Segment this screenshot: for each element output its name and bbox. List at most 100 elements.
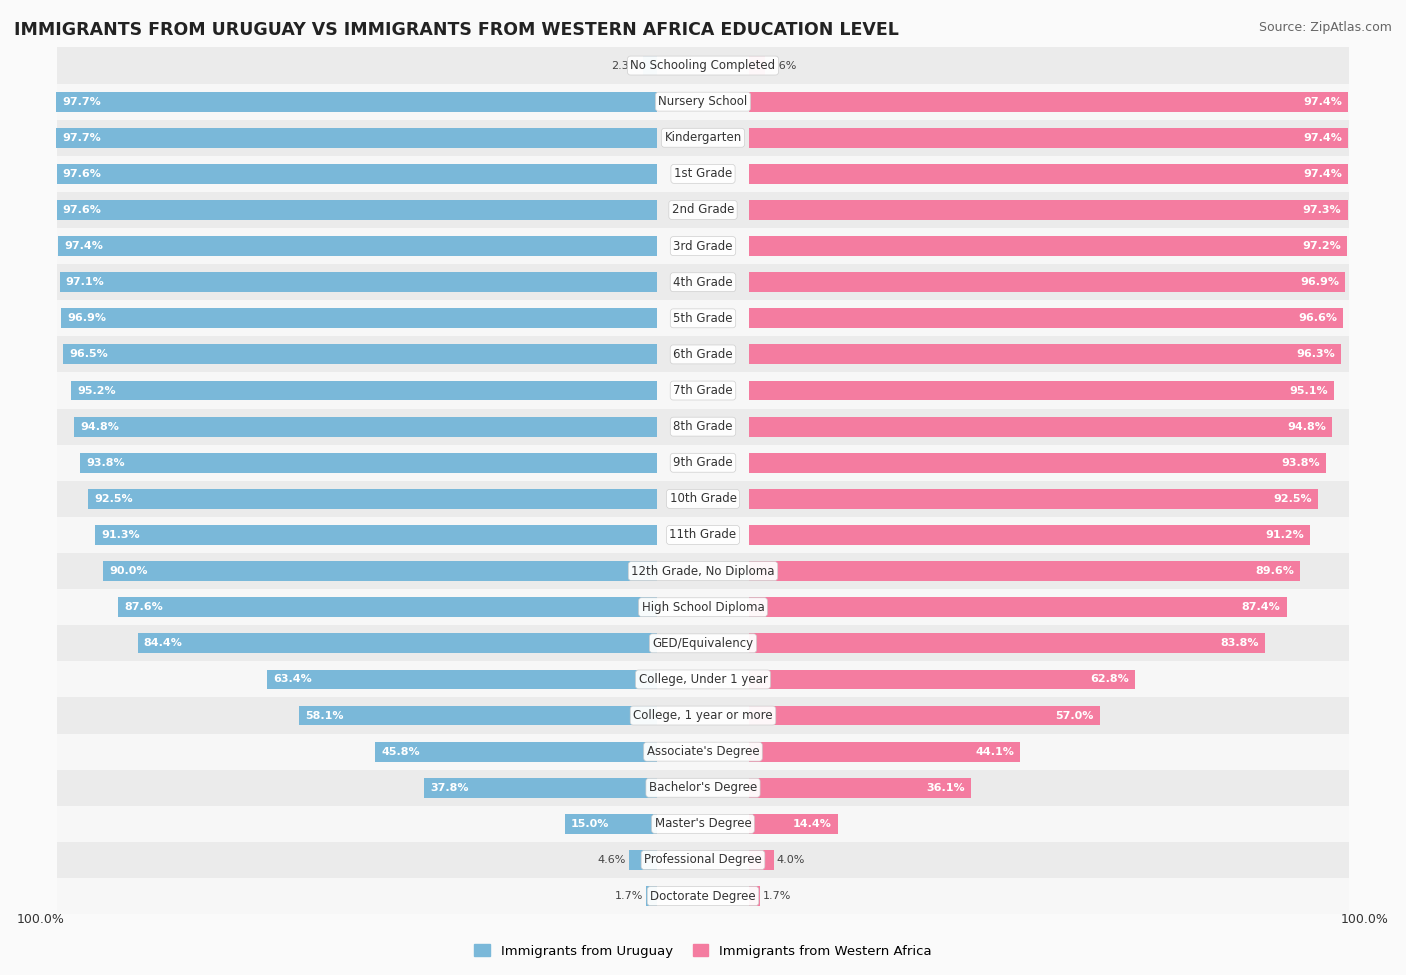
Bar: [643, 56, 657, 75]
Text: 62.8%: 62.8%: [1091, 675, 1129, 684]
Text: 91.3%: 91.3%: [101, 530, 141, 540]
Text: 94.8%: 94.8%: [80, 421, 118, 432]
Bar: [425, 778, 657, 798]
Text: 96.3%: 96.3%: [1296, 349, 1336, 360]
Bar: [58, 878, 1348, 915]
Text: Nursery School: Nursery School: [658, 96, 748, 108]
Bar: [60, 308, 657, 329]
Bar: [58, 517, 1348, 553]
Bar: [749, 416, 1333, 437]
Bar: [749, 634, 1264, 653]
Bar: [749, 706, 1099, 725]
Text: 2nd Grade: 2nd Grade: [672, 204, 734, 216]
Bar: [118, 598, 657, 617]
Text: 4.0%: 4.0%: [778, 855, 806, 865]
Bar: [749, 850, 773, 870]
Bar: [138, 634, 657, 653]
Text: 1.7%: 1.7%: [762, 891, 792, 901]
Text: 97.1%: 97.1%: [66, 277, 104, 288]
Text: 58.1%: 58.1%: [305, 711, 344, 721]
Legend: Immigrants from Uruguay, Immigrants from Western Africa: Immigrants from Uruguay, Immigrants from…: [470, 939, 936, 963]
Text: 97.6%: 97.6%: [63, 205, 101, 214]
Bar: [58, 300, 1348, 336]
Text: 97.7%: 97.7%: [62, 133, 101, 142]
Bar: [267, 670, 657, 689]
Text: College, 1 year or more: College, 1 year or more: [633, 709, 773, 722]
Text: 84.4%: 84.4%: [143, 639, 183, 648]
Bar: [72, 380, 657, 401]
Text: 94.8%: 94.8%: [1288, 421, 1326, 432]
Text: 95.2%: 95.2%: [77, 385, 117, 396]
Bar: [58, 192, 1348, 228]
Text: High School Diploma: High School Diploma: [641, 601, 765, 613]
Bar: [58, 481, 1348, 517]
Text: 97.4%: 97.4%: [1303, 133, 1343, 142]
Bar: [63, 344, 657, 365]
Bar: [58, 264, 1348, 300]
Bar: [749, 452, 1326, 473]
Text: 89.6%: 89.6%: [1256, 566, 1294, 576]
Bar: [647, 886, 657, 906]
Text: 95.1%: 95.1%: [1289, 385, 1329, 396]
Bar: [58, 409, 1348, 445]
Bar: [749, 272, 1346, 292]
Text: 1.7%: 1.7%: [614, 891, 644, 901]
Bar: [749, 778, 972, 798]
Bar: [58, 589, 1348, 625]
Text: 45.8%: 45.8%: [381, 747, 420, 757]
Bar: [565, 814, 657, 834]
Bar: [58, 697, 1348, 733]
Bar: [58, 228, 1348, 264]
Bar: [749, 814, 838, 834]
Bar: [299, 706, 657, 725]
Bar: [58, 661, 1348, 697]
Bar: [58, 842, 1348, 878]
Text: 92.5%: 92.5%: [94, 494, 132, 504]
Text: 83.8%: 83.8%: [1220, 639, 1258, 648]
Bar: [749, 742, 1021, 761]
Text: Bachelor's Degree: Bachelor's Degree: [650, 781, 756, 795]
Text: 4th Grade: 4th Grade: [673, 276, 733, 289]
Text: 96.9%: 96.9%: [67, 313, 105, 324]
Bar: [749, 92, 1348, 111]
Text: 15.0%: 15.0%: [571, 819, 609, 829]
Text: 12th Grade, No Diploma: 12th Grade, No Diploma: [631, 565, 775, 577]
Bar: [58, 625, 1348, 661]
Text: IMMIGRANTS FROM URUGUAY VS IMMIGRANTS FROM WESTERN AFRICA EDUCATION LEVEL: IMMIGRANTS FROM URUGUAY VS IMMIGRANTS FR…: [14, 21, 898, 39]
Bar: [80, 452, 657, 473]
Bar: [58, 769, 1348, 805]
Bar: [749, 670, 1136, 689]
Bar: [58, 805, 1348, 842]
Text: 96.9%: 96.9%: [1301, 277, 1339, 288]
Text: 2.3%: 2.3%: [612, 60, 640, 70]
Text: 37.8%: 37.8%: [430, 783, 470, 793]
Text: Associate's Degree: Associate's Degree: [647, 745, 759, 759]
Text: 100.0%: 100.0%: [1341, 913, 1389, 926]
Text: 11th Grade: 11th Grade: [669, 528, 737, 541]
Bar: [749, 128, 1348, 147]
Text: College, Under 1 year: College, Under 1 year: [638, 673, 768, 686]
Bar: [58, 372, 1348, 409]
Text: Source: ZipAtlas.com: Source: ZipAtlas.com: [1258, 21, 1392, 34]
Bar: [749, 344, 1341, 365]
Bar: [749, 598, 1286, 617]
Text: 57.0%: 57.0%: [1056, 711, 1094, 721]
Text: 1st Grade: 1st Grade: [673, 168, 733, 180]
Text: 9th Grade: 9th Grade: [673, 456, 733, 469]
Bar: [58, 733, 1348, 769]
Bar: [56, 128, 657, 147]
Bar: [58, 445, 1348, 481]
Text: 97.4%: 97.4%: [1303, 169, 1343, 178]
Bar: [58, 156, 1348, 192]
Text: 93.8%: 93.8%: [86, 458, 125, 468]
Text: 97.6%: 97.6%: [63, 169, 101, 178]
Text: 36.1%: 36.1%: [927, 783, 965, 793]
Text: 96.5%: 96.5%: [69, 349, 108, 360]
Text: 92.5%: 92.5%: [1274, 494, 1312, 504]
Text: No Schooling Completed: No Schooling Completed: [630, 59, 776, 72]
Bar: [58, 236, 657, 256]
Text: 5th Grade: 5th Grade: [673, 312, 733, 325]
Text: 97.4%: 97.4%: [63, 241, 103, 252]
Text: 93.8%: 93.8%: [1281, 458, 1320, 468]
Bar: [749, 56, 765, 75]
